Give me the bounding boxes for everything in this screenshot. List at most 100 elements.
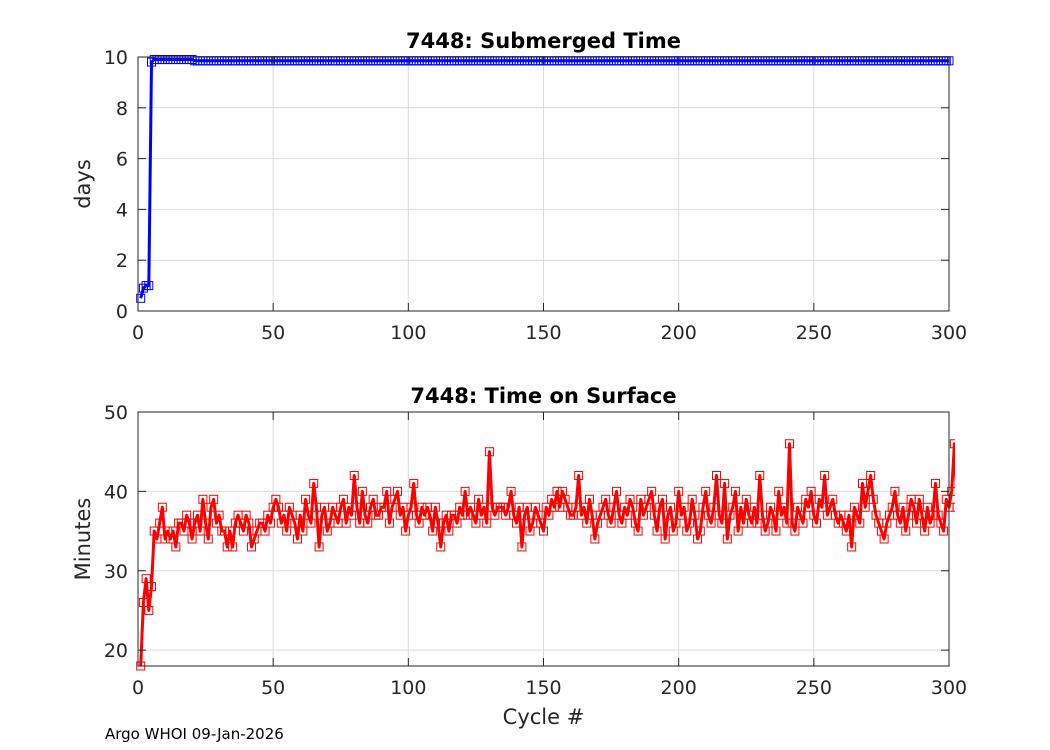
data-point: [790, 526, 800, 536]
data-point: [928, 510, 938, 520]
data-point: [687, 494, 697, 504]
data-point: [857, 478, 867, 488]
data-point: [298, 526, 308, 536]
data-point: [684, 518, 694, 528]
data-point: [733, 526, 743, 536]
data-point: [903, 510, 913, 520]
data-point: [803, 502, 813, 512]
data-point: [517, 542, 527, 552]
data-point: [969, 511, 977, 519]
data-point: [841, 526, 851, 536]
x-tick-label: 150: [525, 322, 561, 344]
y-tick-label: 40: [104, 481, 128, 503]
data-point: [141, 574, 151, 584]
x-tick-label: 100: [390, 322, 426, 344]
data-point: [471, 518, 481, 528]
data-point: [338, 494, 348, 504]
data-point: [860, 502, 870, 512]
series-group: [136, 439, 977, 671]
data-point: [633, 526, 643, 536]
y-tick-label: 0: [116, 301, 128, 323]
footer-credit: Argo WHOI 09-Jan-2026: [105, 725, 284, 743]
data-point: [649, 510, 659, 520]
data-point: [136, 293, 146, 303]
data-point: [828, 494, 838, 504]
y-axis-label: days: [71, 159, 95, 209]
data-point: [747, 518, 757, 528]
data-point: [363, 518, 373, 528]
data-point: [352, 502, 362, 512]
data-point: [914, 494, 924, 504]
x-tick-label: 300: [931, 677, 967, 699]
data-point: [436, 542, 446, 552]
data-point: [184, 518, 194, 528]
data-point: [961, 511, 969, 519]
data-point: [393, 486, 403, 496]
data-point: [341, 518, 351, 528]
data-point: [539, 526, 548, 536]
data-point: [484, 447, 494, 457]
data-point: [920, 526, 930, 536]
data-point: [722, 534, 732, 544]
data-point: [452, 518, 462, 528]
data-point: [584, 494, 594, 504]
data-point: [690, 510, 700, 520]
data-point: [260, 526, 270, 536]
data-point: [228, 542, 238, 552]
data-point: [798, 518, 808, 528]
data-point: [292, 534, 302, 544]
data-point: [887, 502, 897, 512]
data-point: [917, 510, 927, 520]
data-point: [930, 478, 940, 488]
data-point: [433, 518, 443, 528]
data-point: [265, 518, 275, 528]
data-point: [274, 502, 284, 512]
data-point: [401, 526, 411, 536]
data-point: [741, 494, 751, 504]
data-point: [709, 502, 719, 512]
data-point: [222, 542, 232, 552]
data-point: [552, 486, 562, 496]
data-point: [717, 518, 727, 528]
data-point: [138, 598, 148, 607]
data-point: [425, 510, 435, 520]
data-point: [209, 494, 219, 504]
data-point: [306, 518, 316, 528]
data-point: [922, 502, 932, 512]
data-point: [444, 526, 454, 536]
data-point: [695, 526, 705, 536]
x-tick-label: 100: [390, 677, 426, 699]
y-tick-label: 6: [116, 149, 128, 171]
data-point: [409, 478, 419, 488]
data-point: [895, 518, 905, 528]
data-point: [912, 518, 922, 528]
data-point: [511, 518, 521, 528]
x-tick-label: 50: [261, 322, 285, 344]
data-point: [457, 510, 467, 520]
data-point: [225, 526, 235, 536]
data-point: [382, 486, 392, 496]
data-point: [949, 439, 955, 449]
data-point: [179, 526, 189, 536]
data-point: [752, 518, 762, 528]
x-tick-label: 0: [132, 322, 144, 344]
data-point: [820, 471, 830, 480]
data-point: [430, 502, 440, 512]
data-point: [666, 502, 676, 512]
data-point: [671, 518, 681, 528]
x-tick-label: 250: [796, 677, 832, 699]
x-tick-label: 250: [796, 322, 832, 344]
data-point: [647, 486, 657, 496]
x-axis-label: Cycle #: [503, 705, 585, 729]
data-point: [428, 526, 438, 536]
data-point: [701, 486, 711, 496]
data-point: [868, 494, 878, 504]
x-tick-label: 150: [525, 677, 561, 699]
data-point: [847, 542, 857, 552]
y-tick-label: 10: [104, 47, 128, 69]
data-point: [574, 471, 584, 480]
data-point: [712, 471, 722, 480]
data-point: [757, 510, 767, 520]
data-point: [544, 510, 554, 520]
data-point: [774, 486, 784, 496]
